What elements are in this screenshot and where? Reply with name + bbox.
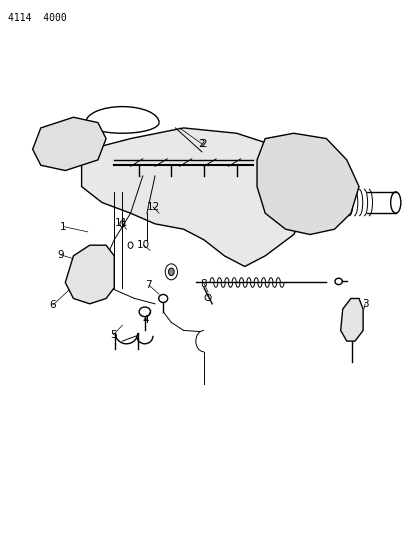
Circle shape xyxy=(152,188,158,196)
Polygon shape xyxy=(257,133,359,235)
Circle shape xyxy=(169,268,174,276)
Text: 9: 9 xyxy=(57,250,64,260)
Circle shape xyxy=(180,166,187,175)
Text: 2: 2 xyxy=(201,139,207,149)
Text: 1: 1 xyxy=(60,222,67,231)
Text: 4: 4 xyxy=(143,315,149,325)
Text: 11: 11 xyxy=(115,218,128,228)
Text: 2: 2 xyxy=(199,139,205,149)
Circle shape xyxy=(201,188,207,196)
Circle shape xyxy=(221,166,228,175)
Circle shape xyxy=(87,287,92,294)
Text: 6: 6 xyxy=(50,300,56,310)
Text: 4114  4000: 4114 4000 xyxy=(8,13,67,23)
Text: 8: 8 xyxy=(201,279,207,288)
Polygon shape xyxy=(65,245,114,304)
Circle shape xyxy=(140,166,146,175)
Text: 5: 5 xyxy=(110,330,117,340)
Text: 7: 7 xyxy=(146,280,152,290)
Circle shape xyxy=(250,188,256,196)
Text: 3: 3 xyxy=(362,299,368,309)
Text: 12: 12 xyxy=(146,202,160,212)
Polygon shape xyxy=(341,298,363,341)
Polygon shape xyxy=(33,117,106,171)
Text: 10: 10 xyxy=(137,240,150,250)
Polygon shape xyxy=(82,128,310,266)
